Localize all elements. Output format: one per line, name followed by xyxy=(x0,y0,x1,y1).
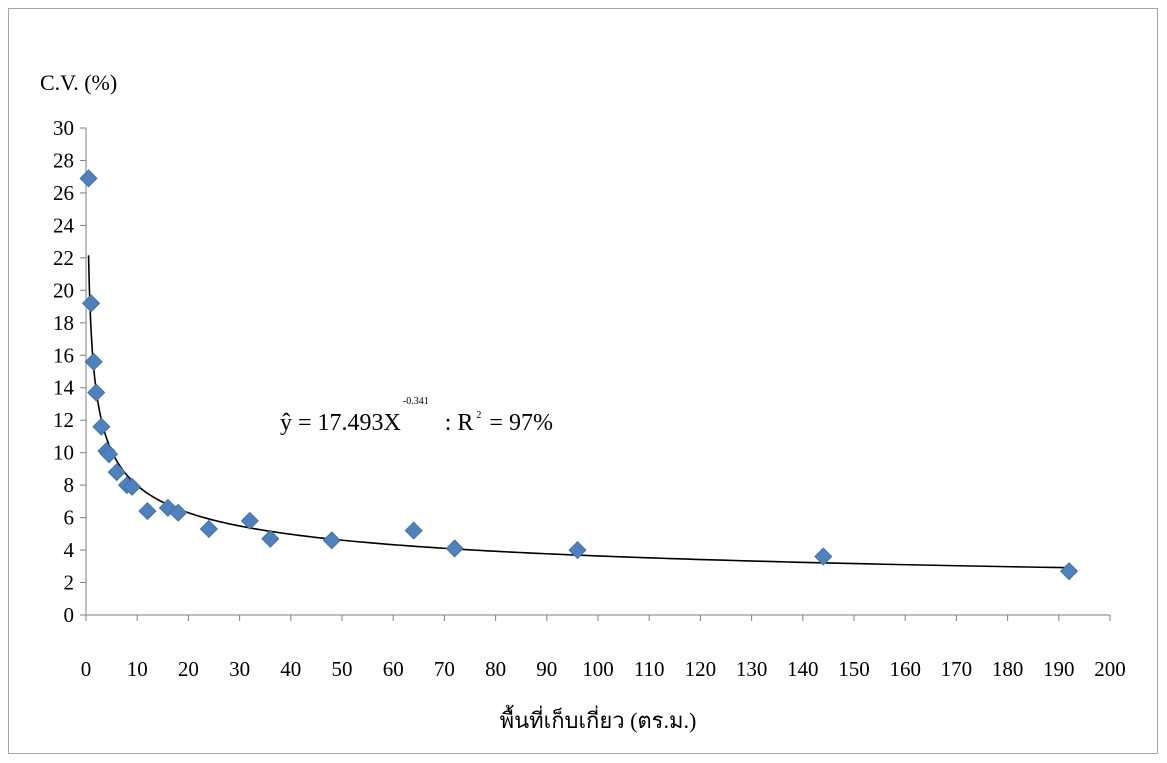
x-tick-label: 190 xyxy=(1043,657,1075,681)
x-tick-label: 200 xyxy=(1094,657,1126,681)
x-tick-label: 70 xyxy=(434,657,455,681)
y-tick-label: 10 xyxy=(53,441,74,465)
data-point xyxy=(814,547,833,566)
equation-exponent: -0.341 xyxy=(403,396,429,407)
x-tick-label: 120 xyxy=(685,657,717,681)
x-tick-label: 30 xyxy=(229,657,250,681)
y-tick-label: 22 xyxy=(53,246,74,270)
r-squared-prefix: : R xyxy=(445,410,474,436)
data-point xyxy=(322,531,341,550)
y-tick-label: 6 xyxy=(64,506,75,530)
x-tick-label: 170 xyxy=(941,657,973,681)
data-point xyxy=(87,383,106,402)
y-tick-label: 28 xyxy=(53,148,74,172)
data-point xyxy=(79,169,98,188)
x-axis-label: พื้นที่เก็บเกี่ยว (ตร.ม.) xyxy=(500,705,697,733)
data-point xyxy=(199,519,218,539)
data-point xyxy=(445,539,464,558)
x-tick-label: 110 xyxy=(634,657,665,681)
data-point xyxy=(107,463,126,482)
x-tick-label: 90 xyxy=(536,657,557,681)
x-tick-label: 0 xyxy=(81,657,92,681)
data-point xyxy=(84,352,103,371)
data-point xyxy=(1059,562,1079,581)
y-tick-label: 26 xyxy=(53,181,74,205)
x-tick-label: 140 xyxy=(787,657,819,681)
x-tick-label: 80 xyxy=(485,657,506,681)
y-tick-label: 14 xyxy=(53,376,75,400)
y-tick-label: 0 xyxy=(64,603,75,627)
r-squared-value: = 97% xyxy=(483,410,553,436)
data-point xyxy=(123,477,142,496)
x-tick-label: 10 xyxy=(127,657,148,681)
y-tick-label: 18 xyxy=(53,311,74,335)
y-tick-label: 30 xyxy=(53,116,74,140)
y-tick-label: 12 xyxy=(53,408,74,432)
y-tick-label: 2 xyxy=(64,571,75,595)
y-tick-label: 8 xyxy=(64,473,75,497)
x-tick-label: 180 xyxy=(992,657,1024,681)
x-tick-label: 20 xyxy=(178,657,199,681)
x-tick-label: 50 xyxy=(332,657,353,681)
data-point xyxy=(99,445,119,464)
x-tick-label: 160 xyxy=(889,657,921,681)
x-tick-label: 40 xyxy=(280,657,301,681)
r-squared-exponent: 2 xyxy=(476,410,481,421)
x-tick-label: 60 xyxy=(383,657,404,681)
y-tick-label: 4 xyxy=(64,538,75,562)
data-point xyxy=(82,294,101,313)
chart-frame xyxy=(8,8,1158,754)
trendline-group xyxy=(87,255,1070,569)
power-trendline xyxy=(87,255,1070,569)
y-tick-label: 20 xyxy=(53,278,74,302)
y-tick-label: 16 xyxy=(53,343,74,367)
x-tick-label: 150 xyxy=(838,657,870,681)
data-point xyxy=(404,521,423,540)
data-point xyxy=(138,502,157,521)
equation-lhs: ŷ = 17.493X xyxy=(280,410,401,436)
data-point xyxy=(92,417,111,436)
data-point xyxy=(169,503,188,522)
data-point xyxy=(568,541,587,560)
x-tick-label: 100 xyxy=(582,657,614,681)
y-tick-label: 24 xyxy=(53,213,75,237)
x-tick-label: 130 xyxy=(736,657,768,681)
data-point xyxy=(261,529,280,548)
data-point xyxy=(240,511,259,530)
y-axis-label: C.V. (%) xyxy=(40,70,117,95)
data-points xyxy=(79,169,1079,581)
